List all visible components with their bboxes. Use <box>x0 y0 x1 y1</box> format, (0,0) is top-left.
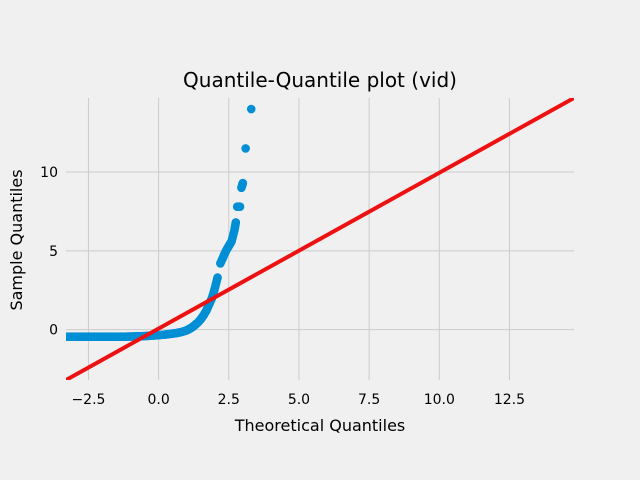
y-tick-label: 0 <box>49 323 58 339</box>
data-point <box>241 144 250 153</box>
y-axis-label: Sample Quantiles <box>7 169 26 310</box>
y-tick-label: 5 <box>49 244 58 260</box>
x-tick-label: 12.5 <box>494 392 525 408</box>
data-point <box>246 104 256 114</box>
x-tick-label: 0.0 <box>147 392 169 408</box>
x-tick-label: 10.0 <box>424 392 455 408</box>
x-tick-label: −2.5 <box>71 392 105 408</box>
data-point <box>235 202 245 212</box>
x-tick-labels: −2.5 0.0 2.5 5.0 7.5 10.0 12.5 <box>71 392 525 408</box>
y-tick-label: 10 <box>40 165 58 181</box>
chart-title: Quantile-Quantile plot (vid) <box>183 68 457 92</box>
reference-line <box>66 98 574 380</box>
data-point <box>213 273 222 282</box>
x-tick-label: 5.0 <box>288 392 310 408</box>
data-point <box>231 218 241 227</box>
x-axis-label: Theoretical Quantiles <box>234 416 406 435</box>
plot-area <box>66 98 574 380</box>
x-tick-label: 2.5 <box>218 392 240 408</box>
y-tick-labels: 0 5 10 <box>40 165 58 339</box>
reference-line-segment <box>66 98 574 380</box>
data-point <box>238 178 248 188</box>
x-tick-label: 7.5 <box>358 392 380 408</box>
